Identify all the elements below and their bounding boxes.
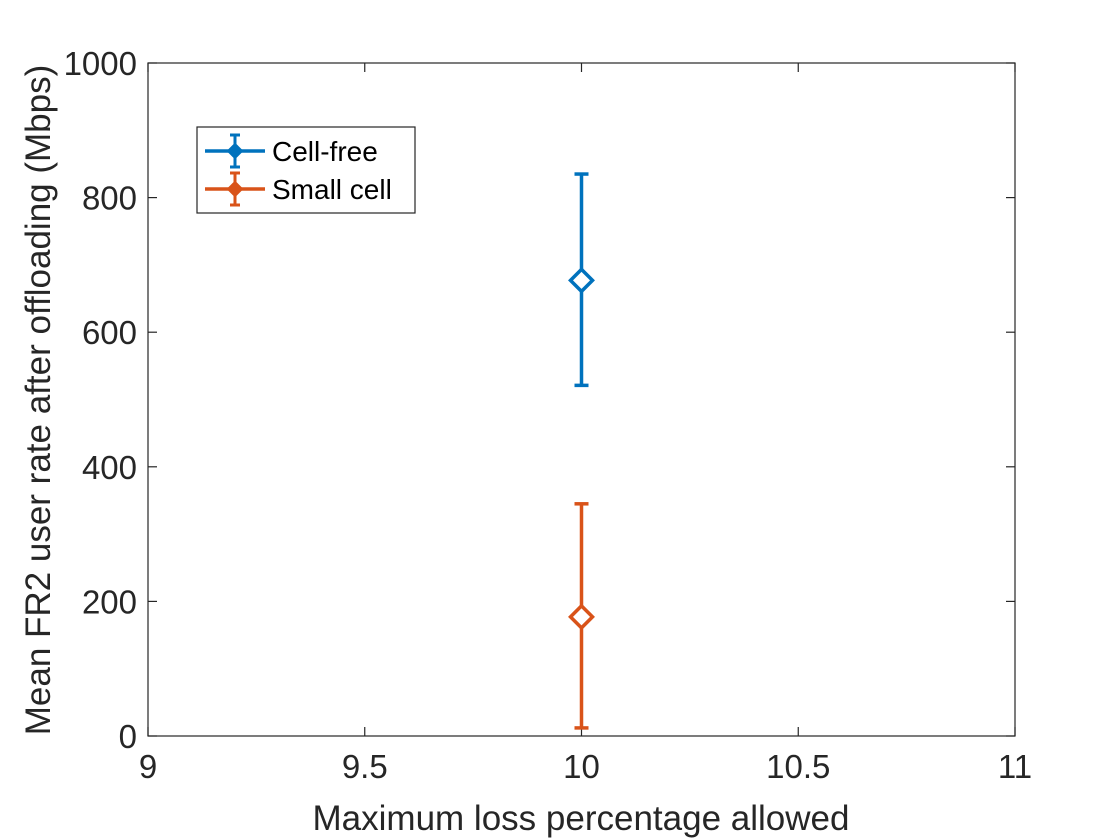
y-tick-label: 600 [82,314,137,351]
x-tick-label: 9 [139,748,157,785]
legend-items: Cell-free Small cell [205,133,392,207]
y-tick-label: 800 [82,180,137,217]
y-tick-label: 0 [119,718,137,755]
x-axis-label: Maximum loss percentage allowed [313,799,850,838]
legend-box [196,126,416,214]
x-tick-label: 11 [998,748,1032,785]
x-tick-label: 10.5 [766,748,830,785]
y-tick-label: 1000 [64,45,137,82]
small-cell-data-point [568,603,595,631]
legend-marker-cell-free [226,142,244,160]
y-tick-label: 400 [82,449,137,486]
x-tick-label: 9.5 [342,748,388,785]
series-layer [568,172,595,730]
x-axis: 9 9.5 10 10.5 11 [139,63,1032,785]
legend-label-small-cell: Small cell [272,174,392,205]
y-tick-label: 200 [82,583,137,620]
cell-free-data-point [568,266,595,294]
x-tick-label: 10 [563,748,600,785]
y-axis-label: Mean FR2 user rate after offloading (Mbp… [19,65,58,736]
legend-label-cell-free: Cell-free [272,136,378,167]
y-axis: 0 200 400 600 800 1000 [64,45,1015,755]
legend-marker-small-cell [226,180,244,198]
legend: Cell-free Small cell [196,126,416,214]
